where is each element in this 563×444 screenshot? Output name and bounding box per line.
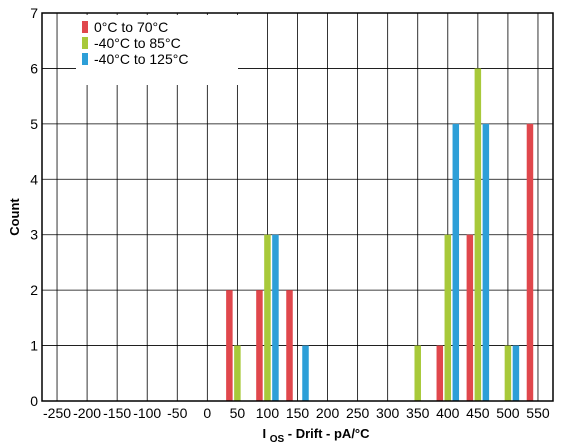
legend-label: -40°C to 85°C xyxy=(94,35,181,51)
bar xyxy=(234,345,241,401)
y-tick-label: 1 xyxy=(30,338,38,354)
x-axis-title-rest: - Drift - pA/°C xyxy=(288,426,370,441)
x-tick-label: 400 xyxy=(436,405,460,421)
x-tick-label: 250 xyxy=(346,405,370,421)
x-tick-label: -100 xyxy=(133,405,161,421)
x-axis-title-subscript: OS xyxy=(270,434,285,444)
x-tick-label: 550 xyxy=(526,405,550,421)
y-tick-label: 0 xyxy=(30,393,38,409)
y-tick-label: 6 xyxy=(30,60,38,76)
y-tick-label: 3 xyxy=(30,227,38,243)
axis-titles: Count I OS - Drift - pA/°C xyxy=(7,198,370,444)
bar xyxy=(526,123,534,401)
x-tick-label: 50 xyxy=(230,405,246,421)
legend-label: 0°C to 70°C xyxy=(94,19,168,35)
x-tick-label: 450 xyxy=(466,405,490,421)
bar xyxy=(452,123,460,401)
y-tick-label: 4 xyxy=(30,171,38,187)
legend-swatch xyxy=(82,53,88,65)
bars xyxy=(226,68,534,401)
x-tick-label: 150 xyxy=(286,405,310,421)
x-tick-label: -200 xyxy=(73,405,101,421)
x-tick-label: -50 xyxy=(167,405,187,421)
bar xyxy=(482,123,490,401)
bar xyxy=(272,234,279,401)
bar xyxy=(302,345,309,401)
x-tick-label: 200 xyxy=(316,405,340,421)
y-tick-label: 5 xyxy=(30,116,38,132)
legend-swatch xyxy=(82,37,88,49)
bar xyxy=(466,234,474,401)
y-axis-title: Count xyxy=(7,198,22,236)
x-tick-label: 500 xyxy=(496,405,520,421)
x-axis-title: I OS - Drift - pA/°C xyxy=(262,426,370,444)
bar xyxy=(436,345,444,401)
bar xyxy=(512,345,520,401)
bar xyxy=(504,345,512,401)
bar xyxy=(474,68,482,401)
bar xyxy=(256,290,263,401)
bar xyxy=(286,290,293,401)
legend-swatch xyxy=(82,21,88,33)
bar xyxy=(264,234,271,401)
legend-background xyxy=(76,15,238,85)
plot-frame xyxy=(41,12,554,402)
x-axis-title-main: I xyxy=(262,426,266,441)
x-tick-label: 300 xyxy=(376,405,400,421)
y-tick-label: 7 xyxy=(30,5,38,21)
legend: 0°C to 70°C-40°C to 85°C-40°C to 125°C xyxy=(76,15,238,85)
x-tick-label: -150 xyxy=(103,405,131,421)
tick-labels: -250 -200 -150 -100 -50 0 50 100 150 200 250 300 350… xyxy=(30,5,550,421)
bar xyxy=(444,234,452,401)
x-tick-label: 350 xyxy=(406,405,430,421)
y-tick-label: 2 xyxy=(30,282,38,298)
legend-label: -40°C to 125°C xyxy=(94,51,188,67)
bar xyxy=(414,345,421,401)
x-tick-label: -250 xyxy=(43,405,71,421)
x-tick-label: 0 xyxy=(203,405,211,421)
x-tick-label: 100 xyxy=(256,405,280,421)
bar xyxy=(226,290,233,401)
